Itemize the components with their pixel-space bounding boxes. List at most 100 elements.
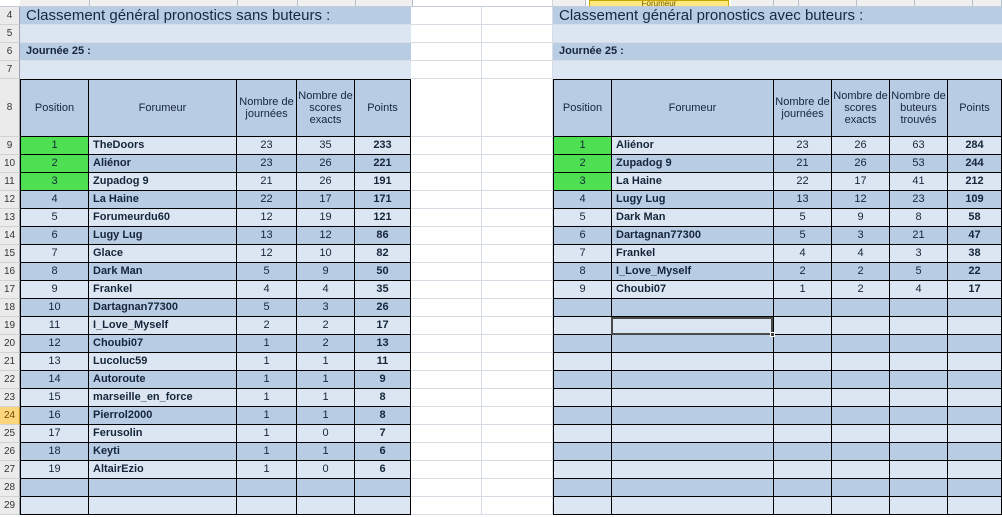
left-cell-forumeur[interactable]: Glace [88,245,236,263]
right-empty-cell[interactable] [611,407,773,425]
left-cell-journees[interactable]: 1 [236,353,296,371]
left-cell-points[interactable]: 17 [354,317,411,335]
right-empty-cell[interactable] [553,479,611,497]
right-cell-forumeur[interactable]: Dartagnan77300 [611,227,773,245]
right-empty-cell[interactable] [831,353,889,371]
left-cell-scores_exacts[interactable]: 1 [296,407,354,425]
row-header-14[interactable]: 14 [0,227,20,245]
right-empty-cell[interactable] [773,461,831,479]
gap-cell[interactable] [411,317,482,335]
left-cell-journees[interactable]: 22 [236,191,296,209]
left-cell-journees[interactable]: 12 [236,245,296,263]
gap-cell[interactable] [411,353,482,371]
row-header-28[interactable]: 28 [0,479,20,497]
right-empty-cell[interactable] [553,461,611,479]
right-empty-cell[interactable] [831,461,889,479]
right-empty-cell[interactable] [773,425,831,443]
right-empty-cell[interactable] [831,407,889,425]
left-cell-journees[interactable]: 12 [236,209,296,227]
row-header-25[interactable]: 25 [0,425,20,443]
left-cell-points[interactable]: 6 [354,461,411,479]
right-cell-journees[interactable]: 22 [773,173,831,191]
row-header-12[interactable]: 12 [0,191,20,209]
right-cell-points[interactable]: 58 [947,209,1002,227]
right-cell-journees[interactable]: 5 [773,209,831,227]
right-empty-cell[interactable] [831,443,889,461]
left-cell-scores_exacts[interactable]: 3 [296,299,354,317]
left-cell-points[interactable]: 13 [354,335,411,353]
row-header-9[interactable]: 9 [0,137,20,155]
left-cell-scores_exacts[interactable]: 1 [296,389,354,407]
left-cell-scores_exacts[interactable]: 0 [296,461,354,479]
right-empty-cell[interactable] [889,389,947,407]
left-cell-position[interactable]: 8 [20,263,88,281]
right-cell-journees[interactable]: 1 [773,281,831,299]
gap-cell[interactable] [411,227,482,245]
right-cell-forumeur[interactable]: Zupadog 9 [611,155,773,173]
right-empty-cell[interactable] [773,389,831,407]
right-empty-cell[interactable] [831,335,889,353]
left-cell-forumeur[interactable]: Lugy Lug [88,227,236,245]
gap-cell[interactable] [411,155,482,173]
right-header-buteurs[interactable]: Nombre de buteurs trouvés [889,79,947,137]
right-cell-forumeur[interactable]: I_Love_Myself [611,263,773,281]
right-cell-scores_exacts[interactable]: 12 [831,191,889,209]
right-empty-cell[interactable] [831,425,889,443]
left-cell-forumeur[interactable]: Pierrol2000 [88,407,236,425]
right-empty-cell[interactable] [947,371,1002,389]
sliver-highlighted-cell[interactable]: Forumeur [589,0,729,6]
left-header-forumeur[interactable]: Forumeur [88,79,236,137]
right-empty-cell[interactable] [889,299,947,317]
left-cell-position[interactable]: 12 [20,335,88,353]
gap-cell[interactable] [482,25,553,43]
left-cell-scores_exacts[interactable]: 4 [296,281,354,299]
right-empty-cell[interactable] [773,371,831,389]
right-cell-points[interactable]: 212 [947,173,1002,191]
left-cell-forumeur[interactable]: AltairEzio [88,461,236,479]
row-header-5[interactable]: 5 [0,25,20,43]
left-header-scores_exacts[interactable]: Nombre de scores exacts [296,79,354,137]
right-empty-cell[interactable] [947,425,1002,443]
left-cell-position[interactable]: 16 [20,407,88,425]
left-cell-scores_exacts[interactable]: 9 [296,263,354,281]
left-header-position[interactable]: Position [20,79,88,137]
right-header-scores_exacts[interactable]: Nombre de scores exacts [831,79,889,137]
right-empty-cell[interactable] [553,443,611,461]
left-cell-position[interactable]: 11 [20,317,88,335]
right-empty-cell[interactable] [947,407,1002,425]
left-cell-points[interactable]: 7 [354,425,411,443]
right-empty-cell[interactable] [889,371,947,389]
gap-cell[interactable] [482,389,553,407]
row-header-4[interactable]: 4 [0,7,20,25]
right-empty-cell[interactable] [553,389,611,407]
left-empty-cell[interactable] [20,497,88,515]
gap-cell[interactable] [482,61,553,79]
gap-cell[interactable] [482,281,553,299]
right-empty-cell[interactable] [947,299,1002,317]
gap-cell[interactable] [482,209,553,227]
gap-cell[interactable] [482,335,553,353]
right-empty-cell[interactable] [611,425,773,443]
right-cell-journees[interactable]: 2 [773,263,831,281]
left-cell-journees[interactable]: 23 [236,137,296,155]
left-empty-cell[interactable] [354,479,411,497]
right-header-journees[interactable]: Nombre de journées [773,79,831,137]
row-header-26[interactable]: 26 [0,443,20,461]
row-header-17[interactable]: 17 [0,281,20,299]
left-cell-scores_exacts[interactable]: 26 [296,155,354,173]
row-header-27[interactable]: 27 [0,461,20,479]
right-cell-points[interactable]: 109 [947,191,1002,209]
right-empty-cell[interactable] [773,353,831,371]
right-cell-journees[interactable]: 23 [773,137,831,155]
right-empty-cell[interactable] [611,317,773,335]
right-empty-cell[interactable] [889,443,947,461]
gap-cell[interactable] [482,497,553,515]
left-cell-position[interactable]: 7 [20,245,88,263]
gap-cell[interactable] [411,497,482,515]
right-cell-scores_exacts[interactable]: 2 [831,281,889,299]
right-empty-cell[interactable] [831,389,889,407]
row-header-11[interactable]: 11 [0,173,20,191]
right-empty-cell[interactable] [831,497,889,515]
left-cell-journees[interactable]: 23 [236,155,296,173]
